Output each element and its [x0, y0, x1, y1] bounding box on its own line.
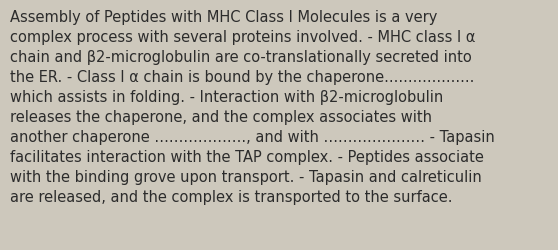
Text: Assembly of Peptides with MHC Class I Molecules is a very
complex process with s: Assembly of Peptides with MHC Class I Mo…	[10, 10, 495, 204]
